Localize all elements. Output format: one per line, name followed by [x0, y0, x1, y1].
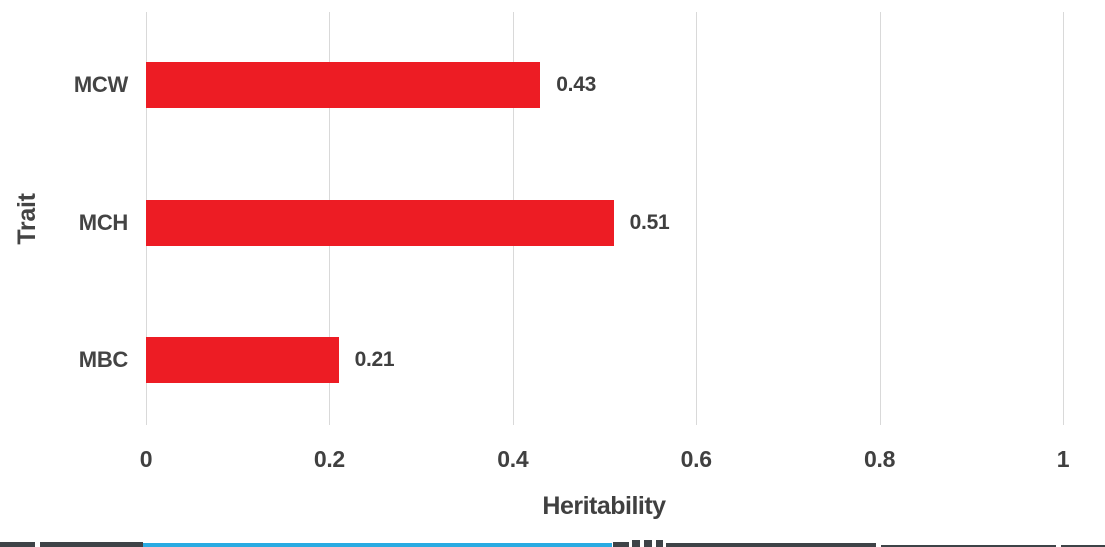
strip-segment-3	[613, 542, 629, 547]
x-tick-0: 0	[139, 446, 153, 472]
strip-segment-2	[143, 543, 612, 547]
category-label-mcw: MCW	[73, 71, 128, 97]
x-tick-0.8: 0.8	[864, 446, 896, 472]
strip-segment-9	[1061, 545, 1105, 547]
strip-segment-0	[0, 542, 35, 547]
data-label-mcw: 0.43	[556, 72, 596, 96]
x-axis-title: Heritability	[542, 492, 666, 520]
x-tick-0.2: 0.2	[313, 446, 345, 472]
gridline-x-0.6	[696, 12, 698, 425]
category-label-mbc: MBC	[78, 347, 129, 373]
bar-mch	[146, 199, 614, 246]
x-tick-0.4: 0.4	[497, 446, 529, 472]
category-label-mch: MCH	[78, 209, 129, 235]
strip-segment-7	[666, 543, 876, 547]
data-label-mch: 0.51	[629, 210, 670, 234]
x-tick-0.6: 0.6	[680, 446, 712, 472]
data-label-mbc: 0.21	[354, 348, 395, 372]
bar-mcw	[146, 61, 541, 108]
gridline-x-1	[1063, 12, 1064, 425]
strip-segment-4	[632, 540, 640, 547]
strip-segment-5	[644, 540, 652, 547]
strip-segment-8	[881, 545, 1056, 547]
strip-segment-6	[656, 540, 663, 547]
strip-segment-1	[40, 542, 143, 547]
x-tick-1: 1	[1056, 446, 1070, 472]
gridline-x-0.8	[879, 12, 881, 425]
bar-mbc	[146, 337, 339, 384]
plot-area: 0.43 0.51 0.21	[146, 12, 1064, 425]
